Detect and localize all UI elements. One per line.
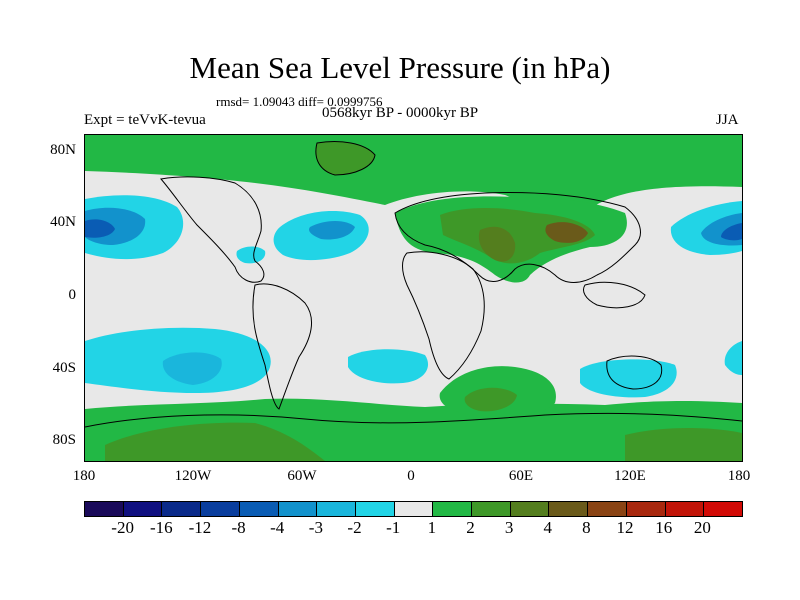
lat-label-80n: 80N (50, 142, 76, 158)
colorbar-swatch (317, 502, 356, 516)
lon-label-180-east: 180 (727, 468, 751, 484)
colorbar-swatch (239, 502, 279, 516)
period-label: 0568kyr BP - 0000kyr BP (322, 105, 479, 121)
asia-positive-core (545, 222, 588, 243)
colorbar-label: -4 (270, 518, 285, 537)
colorbar-label: 20 (693, 518, 711, 537)
colorbar-swatch (549, 502, 589, 516)
lon-label-120w: 120W (174, 468, 212, 484)
lat-label-0: 0 (68, 287, 77, 303)
stats-text: rmsd= 1.09043 diff= 0.0999756 (216, 94, 383, 109)
colorbar-swatch (588, 502, 627, 516)
lat-label-80s: 80S (52, 432, 76, 448)
colorbar-swatch (394, 502, 434, 516)
season-label: JJA (716, 112, 739, 128)
colorbar-label: -1 (386, 518, 401, 537)
north-pacific-negative-center-west (85, 219, 115, 238)
pressure-difference-map (84, 134, 743, 462)
coastlines (85, 141, 742, 428)
middle-east-positive-region (440, 208, 595, 264)
caribbean-negative-region (236, 246, 266, 264)
colorbar-label: 12 (616, 518, 634, 537)
colorbar-swatch (626, 502, 666, 516)
colorbar-swatch (433, 502, 473, 516)
antarctic-east-positive-core (625, 428, 742, 461)
colorbar-swatch (704, 502, 742, 516)
colorbar-swatch (278, 502, 318, 516)
colorbar-label: -16 (149, 518, 173, 537)
lon-label-60w: 60W (287, 468, 317, 484)
colorbar-swatch (355, 502, 395, 516)
colorbar-swatch (510, 502, 550, 516)
north-pacific-negative-center-east (721, 223, 742, 241)
colorbar (84, 501, 743, 517)
colorbar-label: -8 (231, 518, 246, 537)
colorbar-swatch (123, 502, 163, 516)
colorbar-label: 16 (655, 518, 673, 537)
lat-label-40s: 40S (52, 360, 76, 376)
colorbar-label: -3 (308, 518, 323, 537)
south-atlantic-positive-core (464, 387, 517, 412)
colorbar-swatch (472, 502, 511, 516)
greenland-positive-region (315, 141, 375, 175)
colorbar-swatch (162, 502, 202, 516)
south-atlantic-negative-region (348, 349, 429, 384)
north-atlantic-negative-core (309, 221, 355, 240)
lon-label-0: 0 (407, 468, 415, 484)
colorbar-swatch (201, 502, 240, 516)
plot-title: Mean Sea Level Pressure (in hPa) (189, 50, 611, 85)
colorbar-label: 4 (543, 518, 553, 537)
colorbar-label: 1 (427, 518, 437, 537)
colorbar-label: 8 (582, 518, 591, 537)
lon-label-60e: 60E (508, 468, 534, 484)
lon-label-120e: 120E (614, 468, 646, 484)
experiment-label: Expt = teVvK-tevua (84, 112, 206, 128)
lon-label-180-west: 180 (72, 468, 96, 484)
colorbar-swatch (85, 502, 124, 516)
colorbar-label: -2 (347, 518, 362, 537)
antarctic-positive-core (105, 422, 325, 461)
south-pacific-negative-core (162, 352, 222, 385)
colorbar-label: 2 (466, 518, 475, 537)
south-pacific-edge-negative-region (724, 341, 742, 375)
south-indian-negative-region (580, 359, 677, 398)
colorbar-label: 3 (504, 518, 514, 537)
lat-label-40n: 40N (50, 214, 76, 230)
colorbar-label: -20 (111, 518, 134, 537)
colorbar-label: -12 (188, 518, 212, 537)
tibet-positive-region (478, 226, 516, 262)
colorbar-swatch (665, 502, 705, 516)
